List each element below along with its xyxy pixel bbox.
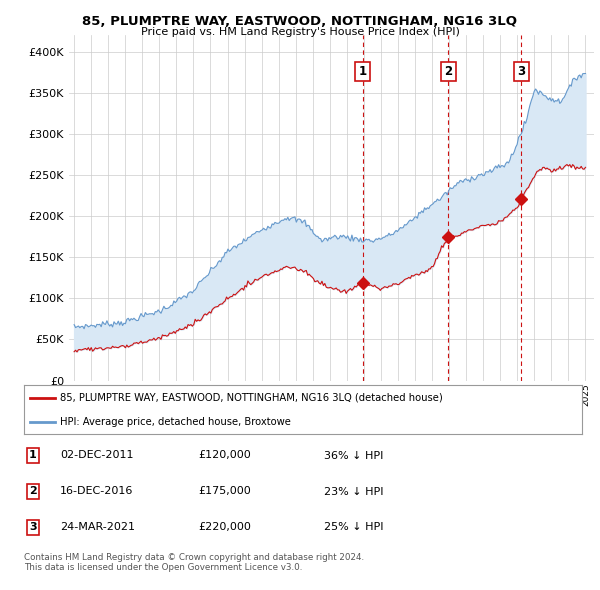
Text: 16-DEC-2016: 16-DEC-2016 <box>60 487 133 496</box>
Text: HPI: Average price, detached house, Broxtowe: HPI: Average price, detached house, Brox… <box>60 417 291 427</box>
Text: 24-MAR-2021: 24-MAR-2021 <box>60 523 135 532</box>
Text: This data is licensed under the Open Government Licence v3.0.: This data is licensed under the Open Gov… <box>24 563 302 572</box>
Text: 1: 1 <box>358 65 367 78</box>
Text: 3: 3 <box>29 523 37 532</box>
Text: 3: 3 <box>517 65 525 78</box>
Text: 2: 2 <box>29 487 37 496</box>
Text: 85, PLUMPTRE WAY, EASTWOOD, NOTTINGHAM, NG16 3LQ (detached house): 85, PLUMPTRE WAY, EASTWOOD, NOTTINGHAM, … <box>60 393 443 403</box>
Text: 25% ↓ HPI: 25% ↓ HPI <box>324 523 383 532</box>
Text: 02-DEC-2011: 02-DEC-2011 <box>60 451 133 460</box>
Text: 36% ↓ HPI: 36% ↓ HPI <box>324 451 383 460</box>
Text: 85, PLUMPTRE WAY, EASTWOOD, NOTTINGHAM, NG16 3LQ: 85, PLUMPTRE WAY, EASTWOOD, NOTTINGHAM, … <box>83 15 517 28</box>
Text: 2: 2 <box>445 65 452 78</box>
Text: Price paid vs. HM Land Registry's House Price Index (HPI): Price paid vs. HM Land Registry's House … <box>140 27 460 37</box>
Text: Contains HM Land Registry data © Crown copyright and database right 2024.: Contains HM Land Registry data © Crown c… <box>24 553 364 562</box>
Text: 1: 1 <box>29 451 37 460</box>
Text: £120,000: £120,000 <box>198 451 251 460</box>
Text: 23% ↓ HPI: 23% ↓ HPI <box>324 487 383 496</box>
Text: £220,000: £220,000 <box>198 523 251 532</box>
Text: £175,000: £175,000 <box>198 487 251 496</box>
